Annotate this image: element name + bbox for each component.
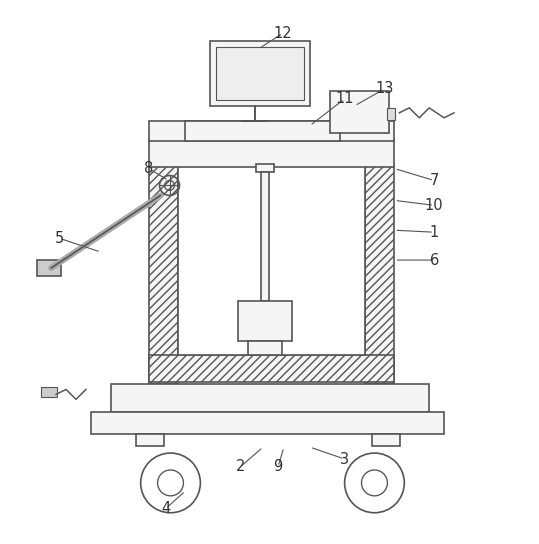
Bar [372, 434, 400, 446]
Bar [261, 171, 269, 301]
Bar [149, 139, 395, 166]
Text: 1: 1 [430, 225, 439, 240]
Text: 7: 7 [430, 173, 439, 188]
Bar [178, 165, 364, 355]
Text: 9: 9 [273, 460, 282, 474]
Text: 12: 12 [274, 26, 292, 41]
Bar [149, 121, 395, 141]
Bar [238, 301, 292, 341]
Text: 13: 13 [375, 82, 393, 96]
Text: 11: 11 [335, 91, 354, 107]
Bar [91, 412, 444, 434]
Text: 4: 4 [161, 501, 170, 516]
Bar [330, 91, 389, 133]
Bar [248, 341, 282, 355]
Bar [256, 164, 274, 171]
Text: 5: 5 [54, 231, 64, 246]
Bar [210, 41, 310, 106]
Text: 3: 3 [340, 452, 349, 467]
Bar [149, 165, 178, 385]
Text: 8: 8 [144, 161, 153, 176]
Text: 2: 2 [236, 460, 245, 474]
Bar [185, 121, 340, 141]
Bar [111, 385, 429, 412]
Text: 6: 6 [430, 252, 439, 268]
Bar [388, 108, 395, 120]
Bar [364, 165, 395, 385]
Bar [41, 387, 57, 397]
Text: 10: 10 [425, 198, 444, 213]
Bar [216, 47, 304, 100]
Bar [136, 434, 163, 446]
Bar [37, 260, 61, 276]
Bar [149, 355, 395, 382]
